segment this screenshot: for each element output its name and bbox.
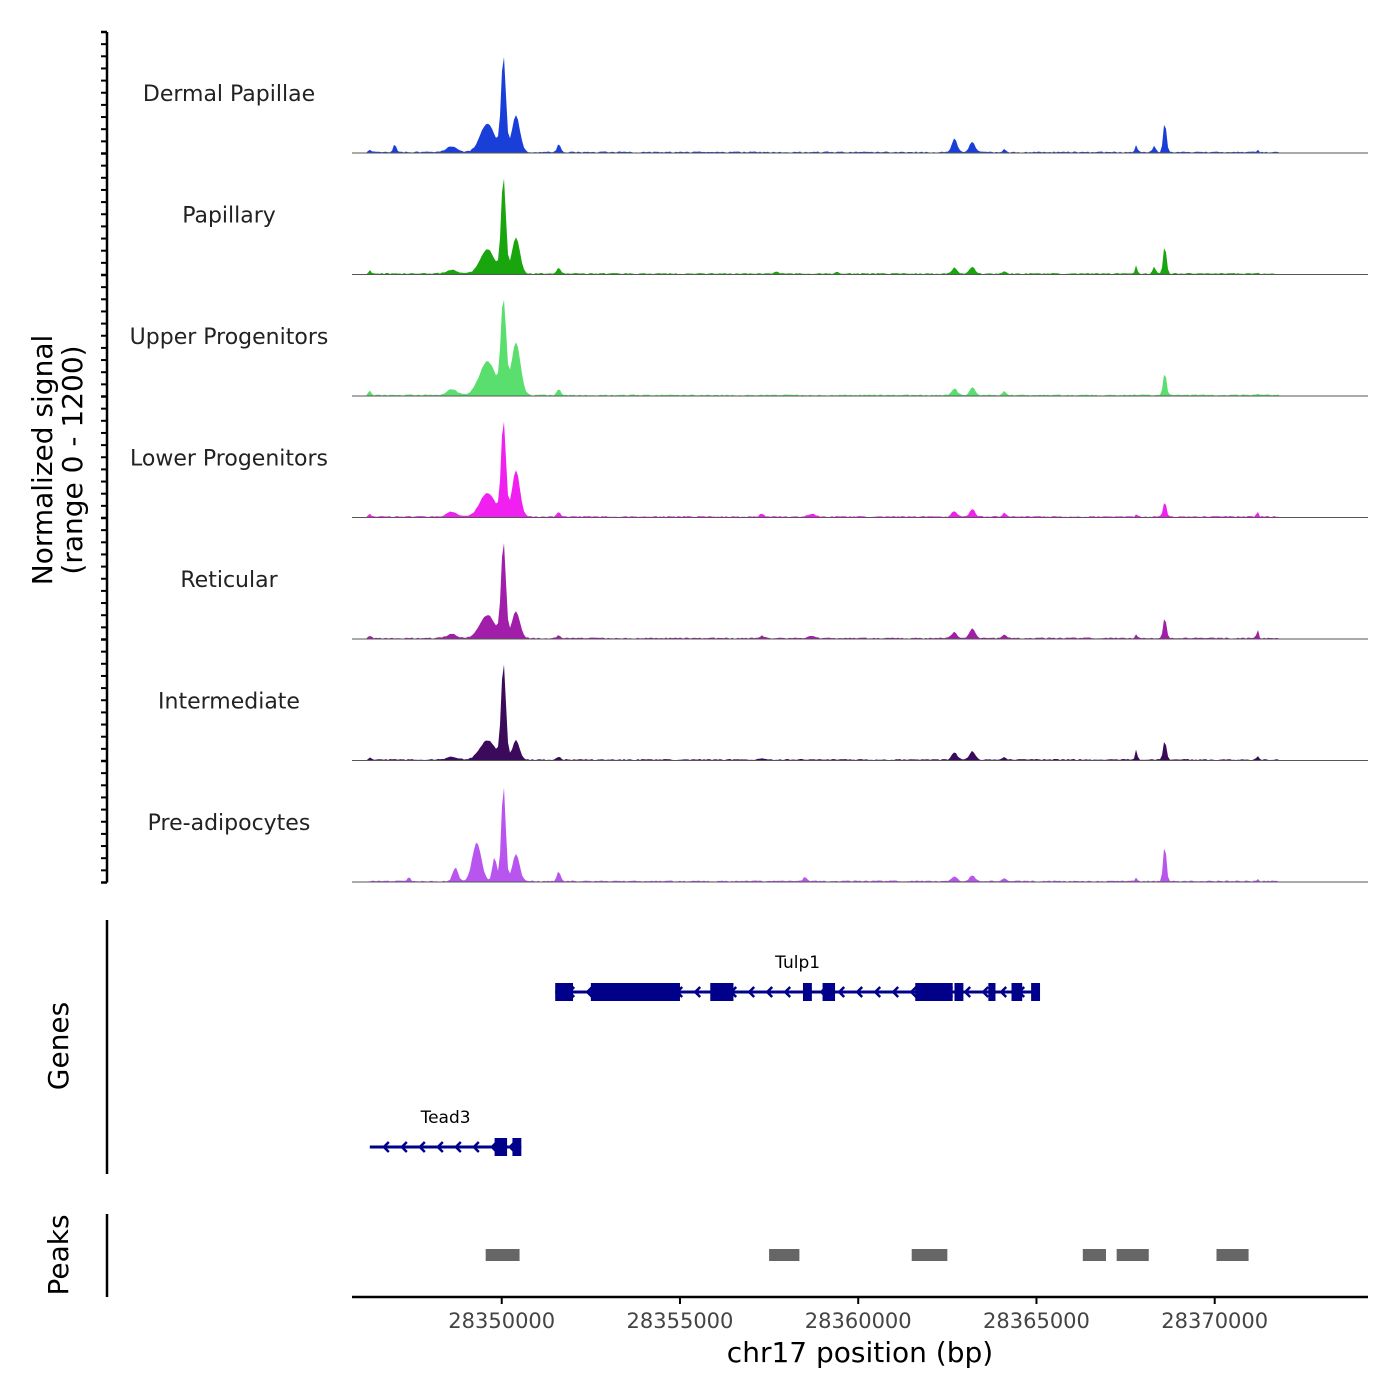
coverage-area (352, 178, 1368, 275)
x-axis: 28350000 28355000 28360000 28365000 28370000 (352, 1295, 1368, 1333)
gene-exon (590, 983, 680, 1001)
strand-arrow (382, 1141, 390, 1153)
strand-arrow (963, 986, 972, 998)
peak-region (485, 1249, 520, 1261)
track-label: Reticular (180, 568, 278, 593)
coverage-area (352, 543, 1368, 639)
coverage-track: Upper Progenitors (130, 300, 1368, 397)
strand-arrow (873, 986, 882, 998)
peak-region (911, 1249, 948, 1261)
strand-arrow (693, 986, 702, 998)
strand-arrow (765, 986, 774, 998)
peaks-panel (105, 1214, 1249, 1297)
strand-arrow (783, 986, 792, 998)
genes-panel: Tulp1 Tead3 (105, 920, 1041, 1174)
peaks-y-label: Peaks (42, 1214, 75, 1295)
coverage-y-label-line2: (range 0 - 1200) (56, 345, 89, 574)
strand-arrow (837, 986, 846, 998)
coverage-track: Dermal Papillae (143, 57, 1368, 154)
coverage-panel: Dermal Papillae Papillary Upper Progenitor… (101, 30, 1368, 884)
gene-exon (1031, 983, 1041, 1001)
strand-arrow (891, 986, 900, 998)
gene-exon (822, 983, 836, 1001)
gene-exon (802, 983, 812, 1001)
genes-y-label: Genes (42, 1002, 75, 1090)
gene-exon (954, 983, 964, 1001)
track-label: Lower Progenitors (130, 447, 328, 472)
track-label: Intermediate (158, 690, 300, 715)
peak-region (769, 1249, 800, 1261)
peak-region (1116, 1249, 1149, 1261)
strand-arrow (454, 1141, 462, 1153)
coverage-area (352, 421, 1368, 518)
coverage-track: Papillary (182, 178, 1368, 275)
gene-tead3: Tead3 (369, 1108, 522, 1156)
x-tick-label: 28360000 (805, 1309, 912, 1333)
peak-region (1082, 1249, 1106, 1261)
coverage-area (352, 787, 1368, 882)
x-tick-label: 28355000 (627, 1309, 734, 1333)
track-label: Upper Progenitors (130, 325, 329, 350)
coverage-y-label-line1: Normalized signal (26, 335, 59, 586)
strand-arrow (585, 986, 594, 998)
gene-exon (555, 983, 574, 1001)
coverage-track: Intermediate (158, 664, 1368, 761)
gene-label: Tead3 (420, 1108, 471, 1128)
strand-arrow (855, 986, 864, 998)
strand-arrow (418, 1141, 426, 1153)
gene-exon (915, 983, 953, 1001)
gene-label: Tulp1 (774, 953, 820, 973)
gene-exon (988, 983, 996, 1001)
x-tick-label: 28365000 (983, 1309, 1090, 1333)
coverage-track: Pre-adipocytes (148, 787, 1368, 883)
track-label: Dermal Papillae (143, 82, 315, 107)
coverage-area (352, 57, 1368, 153)
peak-region (1216, 1249, 1249, 1261)
strand-arrow (981, 986, 990, 998)
strand-arrow (999, 986, 1008, 998)
gene-exon (494, 1138, 508, 1156)
coverage-track: Lower Progenitors (130, 421, 1368, 518)
track-label: Papillary (182, 204, 276, 229)
strand-arrow (400, 1141, 408, 1153)
x-tick-label: 28370000 (1161, 1309, 1268, 1333)
coverage-area (352, 664, 1368, 761)
strand-arrow (909, 986, 918, 998)
x-axis-label: chr17 position (bp) (727, 1336, 993, 1369)
gene-exon (710, 983, 734, 1001)
track-label: Pre-adipocytes (148, 811, 311, 836)
coverage-area (352, 300, 1368, 396)
gene-exon (1011, 983, 1023, 1001)
gene-tulp1: Tulp1 (555, 953, 1041, 1001)
strand-arrow (747, 986, 756, 998)
gene-exon (512, 1138, 522, 1156)
strand-arrow (472, 1141, 480, 1153)
strand-arrow (436, 1141, 444, 1153)
x-tick-label: 28350000 (448, 1309, 555, 1333)
coverage-track: Reticular (180, 543, 1368, 640)
